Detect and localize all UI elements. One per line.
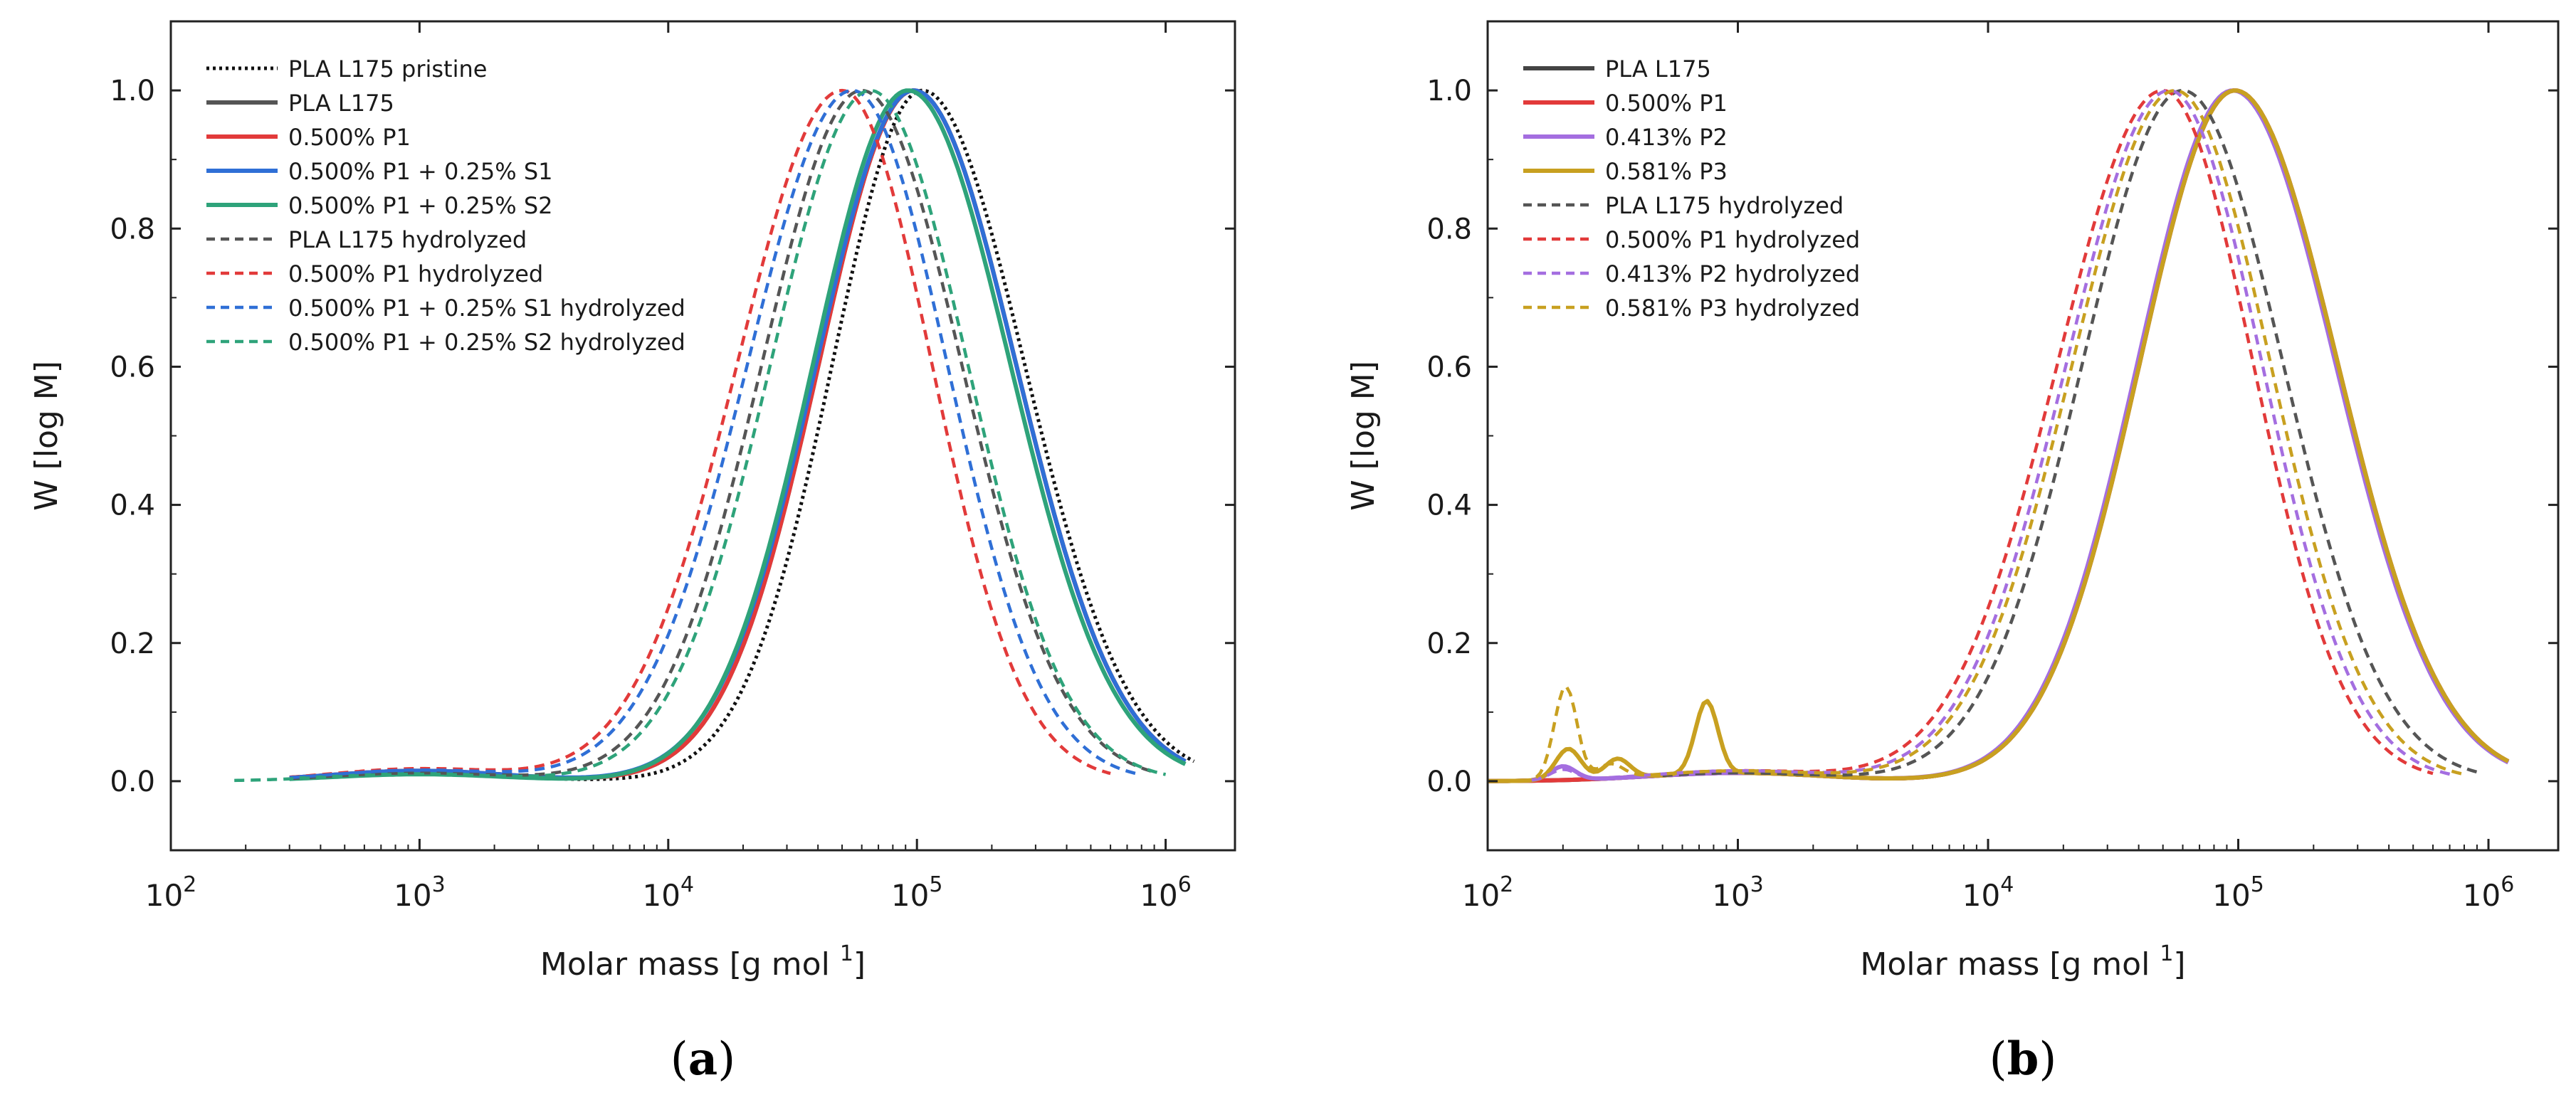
x-tick-label: 104 <box>643 872 695 913</box>
x-tick-label: 104 <box>1962 872 2014 913</box>
series-line-0-500-p1-hydrolyzed <box>1662 88 2434 776</box>
x-axis-label: Molar mass [g mol 1] <box>1860 941 2185 983</box>
y-tick-label: 0.8 <box>110 213 155 245</box>
series-line-pla-l175-hydrolyzed <box>1662 88 2478 778</box>
y-axis-label: W [log M] <box>28 361 65 511</box>
legend-entry: PLA L175 <box>288 90 394 117</box>
x-tick-label: 103 <box>1712 872 1764 913</box>
y-tick-label: 0.0 <box>110 766 155 798</box>
legend-entry: 0.500% P1 + 0.25% S2 <box>288 192 553 219</box>
legend-entry: 0.500% P1 <box>288 124 411 151</box>
y-tick-label: 0.2 <box>1426 628 1472 660</box>
y-tick-label: 0.6 <box>110 351 155 384</box>
x-tick-label: 105 <box>891 872 943 913</box>
panel-b: 0.0 0.2 0.4 0.6 0.8 1.0 102 103 104 105 106 Molar m… <box>1345 20 2560 1086</box>
x-tick-label: 103 <box>394 872 446 913</box>
x-tick-label: 105 <box>2212 872 2264 913</box>
series-line-pla-l175-pristine <box>289 88 1195 781</box>
series-line-0-500-p1-0-25-s1-hydrolyzed <box>289 88 1142 780</box>
y-tick-label: 0.4 <box>110 490 155 522</box>
legend-entry: PLA L175 pristine <box>288 55 487 83</box>
y-tick-label: 0.0 <box>1426 766 1472 798</box>
series-lines <box>234 88 1195 783</box>
legend-entry: PLA L175 hydrolyzed <box>1605 192 1844 219</box>
legend: PLA L175 pristine PLA L175 0.500% P1 0.500%… <box>206 55 685 356</box>
x-tick-label: 102 <box>1462 872 1514 913</box>
x-tick-label: 102 <box>145 872 197 913</box>
y-tick-label: 1.0 <box>1426 75 1472 107</box>
legend-entry: 0.500% P1 + 0.25% S2 hydrolyzed <box>288 329 685 356</box>
legend-entry: 0.500% P1 + 0.25% S1 <box>288 158 553 185</box>
legend-entry: PLA L175 <box>1605 55 1711 83</box>
legend-entry: 0.413% P2 hydrolyzed <box>1605 260 1860 287</box>
legend-entry: PLA L175 hydrolyzed <box>288 226 527 253</box>
legend: PLA L175 0.500% P1 0.413% P2 0.581% P3 PLA L… <box>1523 55 1860 322</box>
legend-entry: 0.581% P3 hydrolyzed <box>1605 295 1860 322</box>
series-lines <box>1488 88 2510 783</box>
x-axis-label: Molar mass [g mol 1] <box>540 941 866 983</box>
series-line-0-500-p1-0-25-s2-hydrolyzed <box>234 88 1167 783</box>
y-tick-label: 0.2 <box>110 628 155 660</box>
legend-entry: 0.413% P2 <box>1605 124 1728 151</box>
y-tick-label: 0.4 <box>1426 490 1472 522</box>
legend-entry: 0.500% P1 + 0.25% S1 hydrolyzed <box>288 295 685 322</box>
series-line-0-581-p3-hydrolyzed <box>1488 88 2465 783</box>
panel-label: (a) <box>671 1032 735 1086</box>
x-tick-label: 106 <box>1140 872 1192 913</box>
y-tick-label: 0.8 <box>1426 213 1472 245</box>
legend-entry: 0.581% P3 <box>1605 158 1728 185</box>
y-axis-label: W [log M] <box>1345 361 1382 511</box>
series-line-pla-l175-hydrolyzed <box>289 88 1155 781</box>
legend-entry: 0.500% P1 hydrolyzed <box>288 260 543 287</box>
panel-label: (b) <box>1989 1032 2057 1086</box>
legend-entry: 0.500% P1 hydrolyzed <box>1605 226 1860 253</box>
y-tick-label: 0.6 <box>1426 351 1472 384</box>
y-tick-label: 1.0 <box>110 75 155 107</box>
panel-a: 0.0 0.2 0.4 0.6 0.8 1.0 102 103 104 105 106 Molar m… <box>28 20 1236 1086</box>
legend-entry: 0.500% P1 <box>1605 90 1728 117</box>
x-tick-label: 106 <box>2463 872 2515 913</box>
